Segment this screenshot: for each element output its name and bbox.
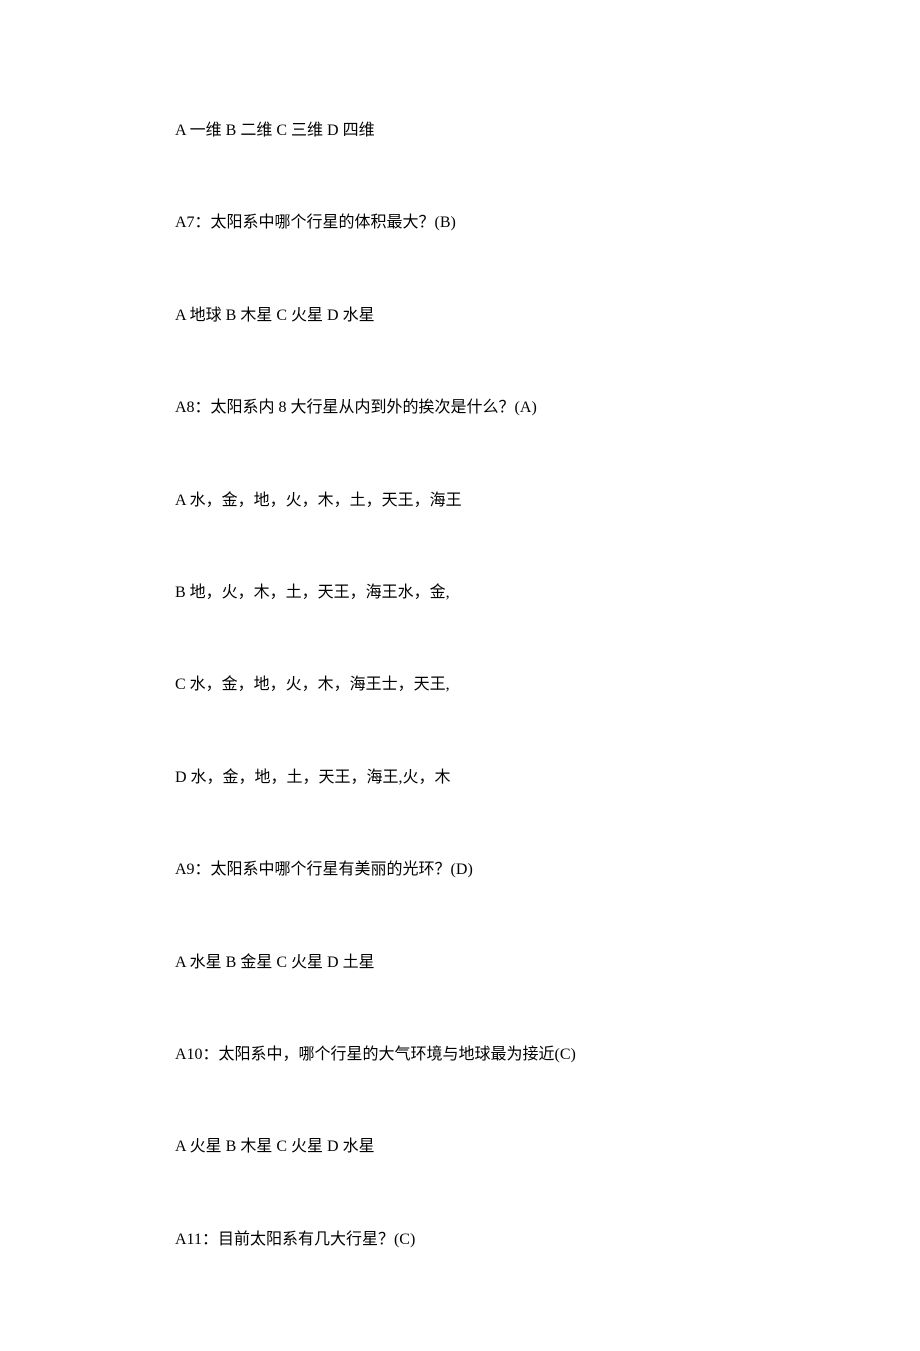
paragraph: B 地，火，木，土，天王，海王水，金, [175, 582, 745, 604]
paragraph: A 一维 B 二维 C 三维 D 四维 [175, 120, 745, 142]
paragraph: A7：太阳系中哪个行星的体积最大？(B) [175, 212, 745, 234]
paragraph: A9：太阳系中哪个行星有美丽的光环？(D) [175, 859, 745, 881]
paragraph: A10：太阳系中，哪个行星的大气环境与地球最为接近(C) [175, 1044, 745, 1066]
paragraph: C 水，金，地，火，木，海王士，天王, [175, 674, 745, 696]
paragraph: A 地球 B 木星 C 火星 D 水星 [175, 305, 745, 327]
paragraph: A 水星 B 金星 C 火星 D 土星 [175, 952, 745, 974]
paragraph: A 水，金，地，火，木，土，天王，海王 [175, 490, 745, 512]
paragraph: D 水，金，地，土，天王，海王,火，木 [175, 767, 745, 789]
paragraph: A11：目前太阳系有几大行星？(C) [175, 1229, 745, 1251]
paragraph: A8：太阳系内 8 大行星从内到外的挨次是什么？(A) [175, 397, 745, 419]
paragraph: A 火星 B 木星 C 火星 D 水星 [175, 1136, 745, 1158]
document-page: A 一维 B 二维 C 三维 D 四维 A7：太阳系中哪个行星的体积最大？(B)… [0, 0, 920, 1351]
